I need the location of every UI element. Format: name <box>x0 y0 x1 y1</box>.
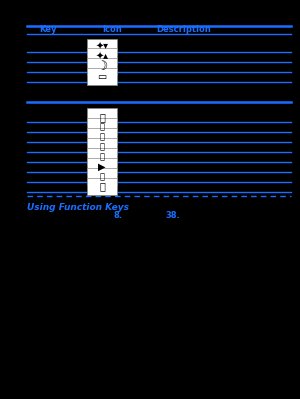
FancyBboxPatch shape <box>87 168 117 185</box>
Text: ✦▾: ✦▾ <box>95 42 109 52</box>
FancyBboxPatch shape <box>87 158 117 175</box>
FancyBboxPatch shape <box>87 69 117 85</box>
Text: 🔉: 🔉 <box>100 132 104 141</box>
Text: Key: Key <box>39 26 56 34</box>
Text: Using Function Keys: Using Function Keys <box>27 203 129 212</box>
FancyBboxPatch shape <box>87 138 117 155</box>
Text: ⏭: ⏭ <box>100 172 104 181</box>
Text: 8.: 8. <box>114 211 123 220</box>
Text: ⏮: ⏮ <box>100 152 104 161</box>
Text: ☽: ☽ <box>96 60 108 73</box>
Text: 🔊: 🔊 <box>100 142 104 151</box>
FancyBboxPatch shape <box>87 108 117 125</box>
FancyBboxPatch shape <box>87 118 117 135</box>
FancyBboxPatch shape <box>87 49 117 65</box>
FancyBboxPatch shape <box>87 148 117 165</box>
Text: ▶: ▶ <box>98 162 106 172</box>
FancyBboxPatch shape <box>87 39 117 55</box>
Text: ✦▴: ✦▴ <box>95 52 109 62</box>
Text: 38.: 38. <box>165 211 180 220</box>
Text: ⏹: ⏹ <box>99 182 105 192</box>
Text: ▭: ▭ <box>98 72 106 82</box>
Text: Description: Description <box>156 26 211 34</box>
Text: Icon: Icon <box>102 26 122 34</box>
FancyBboxPatch shape <box>87 178 117 195</box>
Text: 🔒: 🔒 <box>99 112 105 122</box>
FancyBboxPatch shape <box>87 58 117 75</box>
Text: 🔇: 🔇 <box>100 122 104 131</box>
FancyBboxPatch shape <box>87 128 117 145</box>
